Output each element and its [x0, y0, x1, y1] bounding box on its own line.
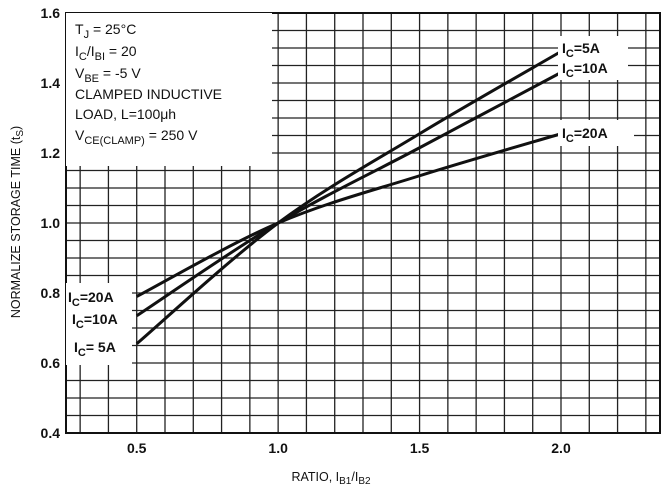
series-line	[135, 50, 562, 345]
conditions-box	[66, 13, 272, 166]
series-line	[136, 132, 562, 298]
condition-line: CLAMPED INDUCTIVE	[75, 86, 222, 102]
series-label-left: IC=10A	[72, 311, 118, 331]
y-tick-label: 1.4	[41, 75, 61, 91]
series-label-right: IC=20A	[562, 125, 608, 145]
y-tick-label: 1.0	[41, 215, 61, 231]
y-tick-label: 0.4	[41, 425, 61, 441]
x-tick-label: 1.5	[410, 440, 430, 456]
y-axis-title: NORMALIZE STORAGE TIME (tS)	[9, 126, 26, 318]
condition-line: TJ = 25°C	[75, 21, 136, 41]
series-label-left: IC= 5A	[74, 339, 116, 359]
tick-labels: 0.5 1.0 1.5 2.0 0.4 0.6 0.8 1.0 1.2 1.4 1.6	[41, 5, 571, 456]
condition-line: LOAD, L=100μh	[75, 106, 176, 122]
x-tick-label: 1.0	[268, 440, 288, 456]
y-tick-label: 0.6	[41, 355, 61, 371]
series-label-left: IC=20A	[68, 289, 114, 309]
condition-line: VCE(CLAMP) = 250 V	[75, 127, 198, 147]
y-tick-label: 1.6	[41, 5, 61, 21]
condition-line: IC/IBI = 20	[75, 43, 137, 63]
left-labels-box	[66, 283, 132, 365]
x-axis-title: RATIO, IB1/IB2	[291, 470, 371, 487]
y-tick-label: 1.2	[41, 145, 61, 161]
series-line	[135, 71, 562, 318]
right-labels-bottom-box	[558, 120, 634, 146]
right-labels-top-box	[558, 36, 628, 80]
condition-line: VBE = -5 V	[75, 65, 141, 85]
x-tick-label: 2.0	[551, 440, 571, 456]
y-tick-label: 0.8	[41, 285, 61, 301]
series-lines	[135, 50, 562, 345]
plot-frame	[65, 12, 661, 434]
series-label-right: IC=5A	[562, 40, 600, 60]
series-label-right: IC=10A	[562, 60, 608, 80]
x-tick-label: 0.5	[127, 440, 147, 456]
